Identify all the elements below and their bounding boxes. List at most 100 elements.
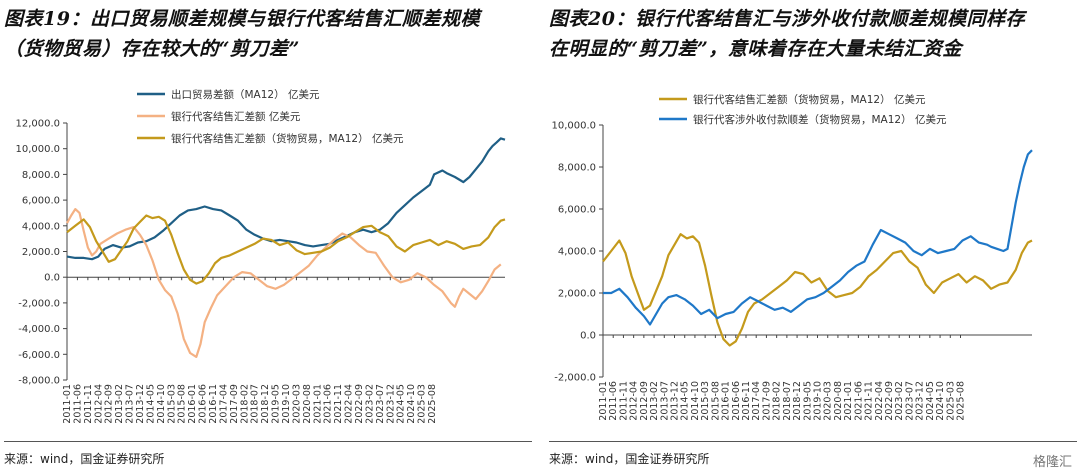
x-tick-label: 2018-02 [772,381,783,421]
right-source: 来源：wind，国金证券研究所 [549,452,710,466]
y-tick-label: 10,000.0 [551,121,596,132]
x-tick-label: 2020-03 [291,384,302,424]
y-tick-label: 8,000.0 [22,170,60,181]
x-tick-label: 2016-11 [208,384,219,424]
x-tick-label: 2018-02 [239,384,250,424]
x-tick-label: 2011-06 [608,381,619,421]
x-tick-label: 2025-08 [427,384,438,424]
right-title-line1: 图表20：银行代客结售汇与涉外收付款顺差规模同样存 [549,8,1025,30]
x-tick-label: 2023-07 [904,381,915,421]
x-tick-label: 2014-05 [145,384,156,424]
x-tick-label: 2024-05 [396,384,407,424]
legend-label: 出口贸易差额（MA12） 亿美元 [171,88,320,101]
x-tick-label: 2020-08 [833,381,844,421]
right-title: 图表20：银行代客结售汇与涉外收付款顺差规模同样存 在明显的“剪刀差”，意味着存… [549,4,1079,64]
x-tick-label: 2013-02 [114,384,125,424]
left-source-rule [4,441,532,442]
x-tick-label: 2021-01 [843,381,854,421]
x-tick-label: 2013-07 [125,384,136,424]
x-tick-label: 2025-03 [417,384,428,424]
legend-label: 银行代客结售汇差额（货物贸易，MA12） 亿美元 [693,93,926,106]
legend-label: 银行代客涉外收付款顺差（货物贸易，MA12） 亿美元 [693,113,947,126]
y-tick-label: 0.0 [580,331,596,342]
x-tick-label: 2016-06 [731,381,742,421]
x-tick-label: 2022-04 [874,381,885,421]
x-tick-label: 2025-08 [956,381,967,421]
y-tick-label: 4,000.0 [558,247,596,258]
y-tick-label: 4,000.0 [22,221,60,232]
series-line-1 [602,233,1033,347]
y-tick-label: 2,000.0 [22,247,60,258]
x-tick-label: 2015-03 [700,381,711,421]
y-tick-label: 6,000.0 [558,205,596,216]
y-tick-label: -8,000.0 [18,376,60,387]
x-tick-label: 2014-10 [690,381,701,421]
x-tick-label: 2023-02 [364,384,375,424]
x-tick-label: 2021-06 [323,384,334,424]
x-tick-label: 2015-08 [177,384,188,424]
x-tick-label: 2019-05 [802,381,813,421]
y-tick-label: -4,000.0 [18,324,60,335]
x-tick-label: 2011-06 [72,384,83,424]
x-tick-label: 2012-04 [93,384,104,424]
left-source: 来源：wind，国金证券研究所 [4,452,165,466]
x-tick-label: 2024-10 [935,381,946,421]
x-tick-label: 2017-04 [218,384,229,424]
x-tick-label: 2011-11 [83,384,94,424]
x-tick-label: 2013-07 [659,381,670,421]
x-tick-label: 2021-06 [853,381,864,421]
x-tick-label: 2019-05 [271,384,282,424]
x-tick-label: 2014-05 [680,381,691,421]
x-tick-label: 2019-10 [281,384,292,424]
x-tick-label: 2023-02 [894,381,905,421]
y-tick-label: -6,000.0 [18,350,60,361]
x-tick-label: 2016-01 [187,384,198,424]
x-tick-label: 2022-09 [354,384,365,424]
x-tick-label: 2021-11 [333,384,344,424]
x-tick-label: 2014-10 [156,384,167,424]
x-tick-label: 2018-07 [782,381,793,421]
x-tick-label: 2011-01 [62,384,73,424]
x-tick-label: 2020-08 [302,384,313,424]
y-tick-label: -2,000.0 [18,298,60,309]
watermark-logo: 格隆汇 [1032,455,1072,470]
right-title-line2: 在明显的“剪刀差”，意味着存在大量未结汇资金 [549,38,962,60]
x-tick-label: 2015-03 [166,384,177,424]
x-tick-label: 2021-11 [864,381,875,421]
watermark: 格隆汇 [1033,451,1072,470]
x-tick-label: 2021-01 [312,384,323,424]
x-tick-label: 2024-05 [925,381,936,421]
x-tick-label: 2016-01 [721,381,732,421]
legend-label: 银行代客结售汇差额 亿美元 [171,110,301,123]
right-source-rule [549,441,1077,442]
series-line-2 [66,208,502,358]
x-tick-label: 2013-12 [135,384,146,424]
x-tick-label: 2013-12 [670,381,681,421]
x-tick-label: 2015-08 [710,381,721,421]
x-tick-label: 2020-03 [823,381,834,421]
y-tick-label: 0.0 [44,273,60,284]
x-tick-label: 2018-12 [260,384,271,424]
left-title: 图表19：出口贸易顺差规模与银行代客结售汇顺差规模 （货物贸易）存在较大的“剪刀… [4,4,534,64]
x-tick-label: 2012-09 [104,384,115,424]
x-tick-label: 2017-09 [761,381,772,421]
x-tick-label: 2016-11 [741,381,752,421]
x-tick-label: 2012-04 [629,381,640,421]
x-tick-label: 2023-12 [915,381,926,421]
x-tick-label: 2022-09 [884,381,895,421]
y-tick-label: 2,000.0 [558,289,596,300]
x-tick-label: 2012-09 [639,381,650,421]
x-tick-label: 2017-09 [229,384,240,424]
x-tick-label: 2025-03 [945,381,956,421]
series-line-3 [66,214,506,285]
x-tick-label: 2019-10 [813,381,824,421]
x-tick-label: 2024-10 [406,384,417,424]
y-tick-label: 12,000.0 [15,119,60,130]
y-tick-label: 8,000.0 [558,163,596,174]
legend-label: 银行代客结售汇差额（货物贸易，MA12） 亿美元 [171,132,404,145]
chart-2: -2,000.0 0.0 2,000.0 4,000.0 6,000.0 8,000.0 1… [551,93,1033,421]
x-tick-label: 2011-11 [618,381,629,421]
x-tick-label: 2013-02 [649,381,660,421]
x-tick-label: 2016-06 [198,384,209,424]
